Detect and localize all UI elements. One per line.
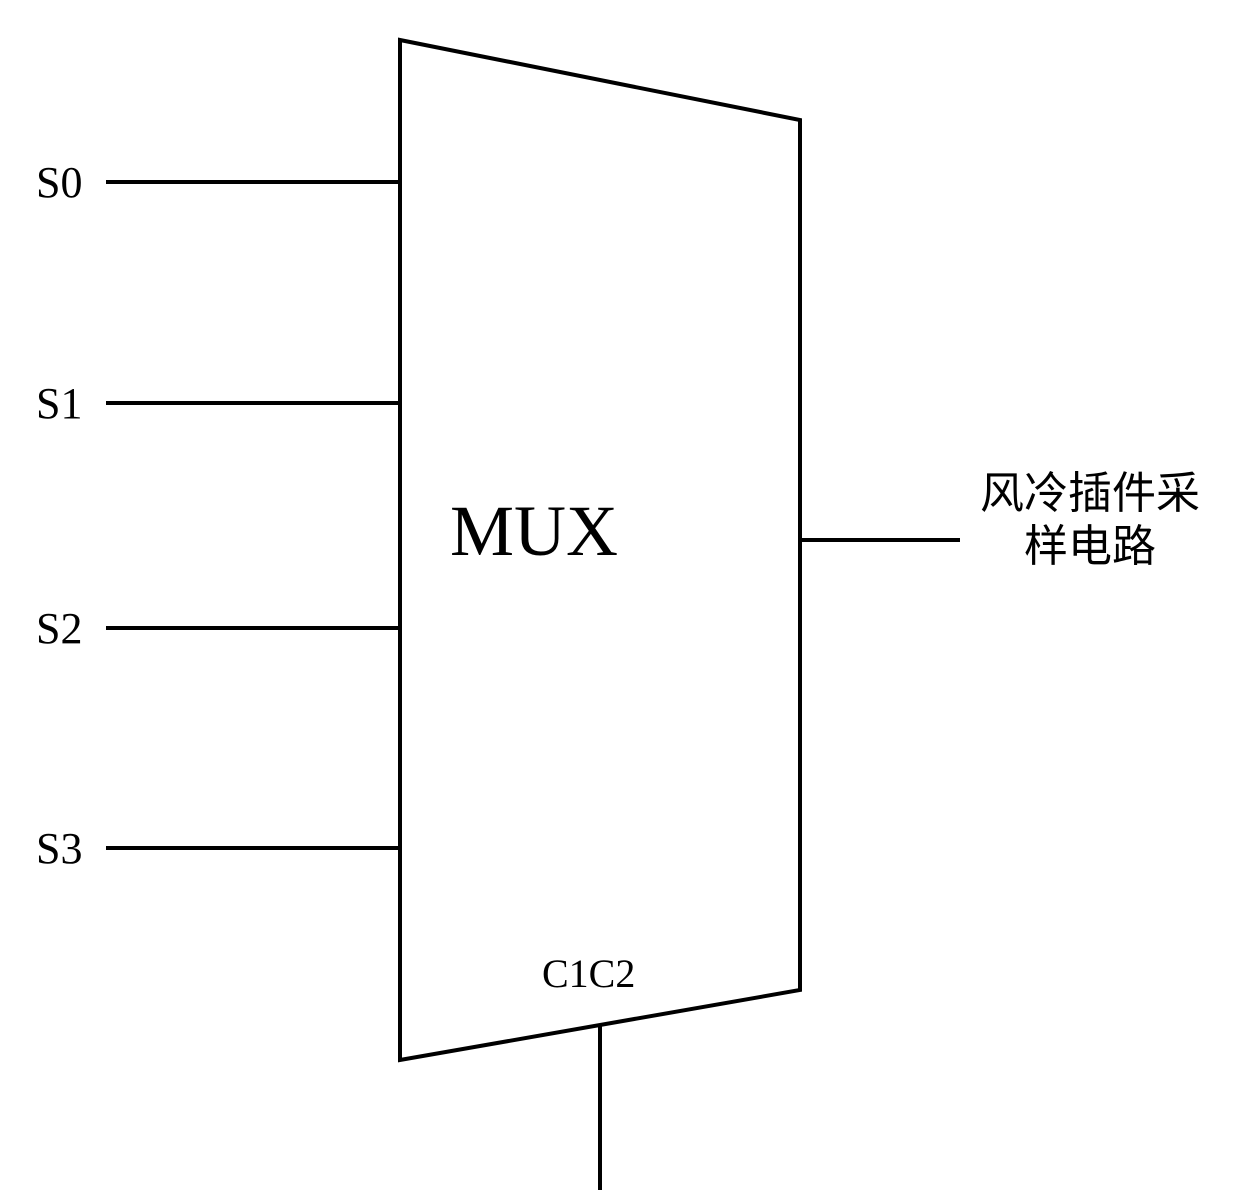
input-line-s3 <box>106 846 400 850</box>
output-line <box>800 538 960 542</box>
output-label-line2: 样电路 <box>960 521 1220 574</box>
input-label-s0: S0 <box>36 157 82 208</box>
output-label-line1: 风冷插件采 <box>960 468 1220 521</box>
mux-diagram: S0 S1 S2 S3 MUX 风冷插件采 样电路 C1C2 <box>0 0 1240 1204</box>
input-label-s2: S2 <box>36 603 82 654</box>
input-label-s3: S3 <box>36 823 82 874</box>
control-line <box>598 1024 602 1190</box>
input-line-s2 <box>106 626 400 630</box>
output-label: 风冷插件采 样电路 <box>960 468 1220 574</box>
input-line-s0 <box>106 180 400 184</box>
control-label: C1C2 <box>542 950 635 997</box>
input-line-s1 <box>106 401 400 405</box>
input-label-s1: S1 <box>36 378 82 429</box>
mux-label: MUX <box>450 490 618 573</box>
